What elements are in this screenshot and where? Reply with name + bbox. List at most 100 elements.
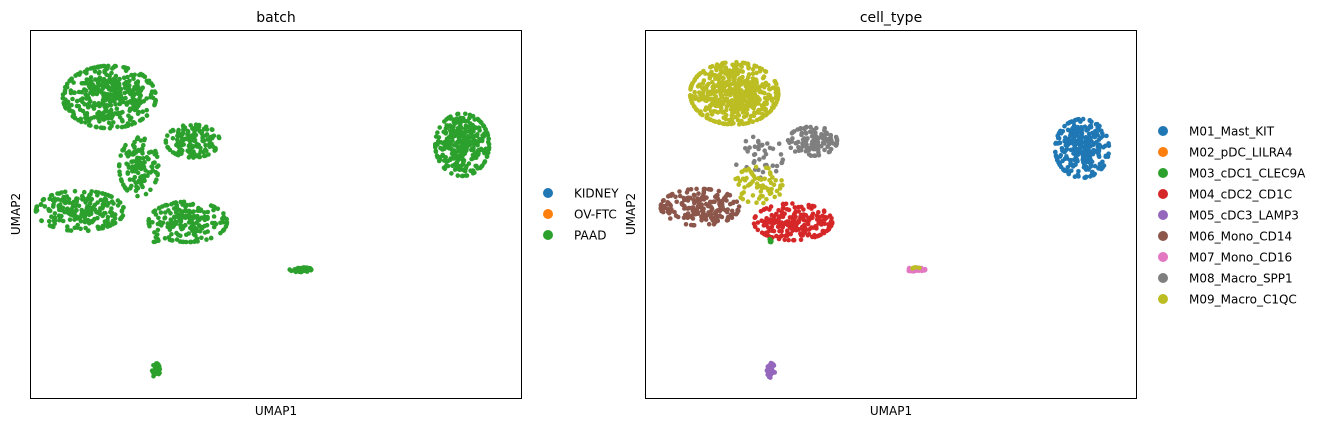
data-point	[133, 100, 138, 106]
legend-marker	[543, 188, 553, 198]
data-point	[151, 160, 156, 166]
data-point	[64, 206, 70, 212]
data-point	[200, 135, 205, 141]
data-point	[729, 116, 734, 122]
data-point	[1081, 159, 1086, 165]
data-point	[771, 105, 776, 110]
data-point	[801, 228, 806, 233]
data-point	[479, 164, 484, 169]
data-point	[730, 62, 735, 68]
data-point	[1068, 162, 1073, 167]
data-point	[718, 68, 724, 73]
data-point	[691, 197, 696, 203]
data-point	[728, 212, 733, 218]
data-point	[42, 204, 48, 209]
data-point	[741, 114, 747, 120]
data-point	[773, 168, 779, 174]
data-point	[1055, 133, 1060, 139]
data-point	[451, 117, 456, 122]
data-point	[1078, 149, 1083, 154]
data-point	[452, 167, 458, 172]
data-point	[86, 228, 91, 233]
data-point	[159, 223, 164, 228]
data-point	[776, 236, 782, 242]
data-point	[98, 102, 103, 107]
data-point	[475, 132, 480, 137]
data-point	[692, 193, 697, 198]
data-point	[742, 185, 747, 190]
data-point	[460, 173, 466, 179]
data-point	[50, 224, 55, 229]
data-point	[34, 208, 40, 213]
data-point	[486, 142, 492, 147]
data-point	[143, 168, 148, 173]
data-point	[467, 112, 473, 118]
data-point	[129, 89, 134, 95]
data-point	[1067, 128, 1073, 133]
data-point	[763, 165, 769, 170]
data-point	[52, 218, 58, 224]
data-point	[708, 200, 714, 205]
data-point	[84, 116, 90, 121]
data-point	[691, 209, 696, 215]
data-point	[766, 368, 771, 374]
data-point	[1072, 132, 1077, 137]
data-point	[798, 126, 803, 131]
data-point	[1071, 122, 1077, 128]
data-point	[816, 233, 821, 238]
data-point	[455, 158, 460, 164]
data-point	[1053, 153, 1059, 158]
data-point	[221, 228, 226, 233]
data-point	[95, 77, 101, 82]
data-point	[731, 78, 737, 83]
data-point	[807, 146, 812, 152]
data-point	[1075, 159, 1080, 164]
data-point	[157, 205, 162, 211]
data-point	[92, 202, 98, 208]
data-point	[1086, 131, 1092, 137]
data-point	[721, 88, 727, 94]
data-point	[740, 110, 746, 115]
data-point	[751, 160, 757, 166]
data-point	[750, 76, 756, 81]
data-point	[752, 144, 758, 149]
data-point	[46, 206, 51, 212]
data-point	[170, 136, 176, 141]
data-point	[753, 84, 759, 90]
data-point	[701, 192, 706, 197]
data-point	[455, 173, 461, 178]
data-point	[677, 189, 682, 194]
data-point	[754, 200, 759, 205]
data-point	[716, 64, 722, 69]
panel-batch: batch UMAP1 UMAP2 KIDNEY OV-FTC PAAD	[9, 10, 619, 418]
data-point	[1068, 147, 1074, 153]
data-point	[152, 239, 158, 245]
data-point	[806, 231, 812, 237]
data-point	[197, 228, 203, 234]
data-point	[704, 213, 709, 219]
data-point	[736, 77, 742, 82]
data-point	[767, 207, 772, 212]
data-point	[100, 86, 105, 92]
data-point	[770, 85, 776, 91]
data-point	[1103, 143, 1108, 149]
data-point	[706, 203, 712, 209]
data-point	[134, 106, 139, 111]
data-point	[691, 223, 697, 228]
data-point	[833, 134, 839, 140]
data-point	[784, 233, 790, 239]
legend-marker	[1158, 210, 1168, 220]
data-point	[696, 204, 701, 210]
data-point	[688, 87, 693, 92]
data-point	[162, 215, 167, 221]
data-point	[452, 161, 458, 167]
data-point	[135, 158, 141, 163]
data-point	[203, 124, 209, 130]
data-point	[108, 107, 114, 113]
data-point	[449, 171, 454, 176]
data-point	[466, 124, 472, 130]
data-point	[71, 80, 76, 85]
data-point	[780, 214, 786, 220]
data-point	[1094, 130, 1099, 136]
data-point	[38, 202, 44, 207]
